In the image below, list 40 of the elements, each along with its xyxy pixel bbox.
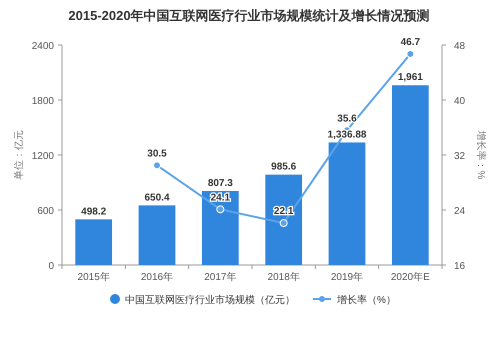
bar bbox=[138, 205, 176, 265]
x-tick-label: 2020年E bbox=[390, 271, 430, 283]
y2-tick-label: 16 bbox=[454, 261, 466, 272]
data-label: 35.6 bbox=[337, 113, 358, 124]
y-tick-label: 600 bbox=[37, 206, 54, 217]
bar bbox=[392, 85, 429, 265]
data-label: 22.1 bbox=[274, 206, 294, 218]
y2-tick-label: 40 bbox=[454, 96, 466, 107]
point bbox=[280, 219, 288, 228]
y-tick-label: 1200 bbox=[32, 151, 54, 162]
x-tick-label: 2015年 bbox=[78, 271, 110, 283]
data-label: 24.1 bbox=[210, 192, 230, 204]
x-tick-label: 2019年 bbox=[330, 271, 364, 283]
point bbox=[153, 161, 161, 170]
data-label: 650.4 bbox=[144, 192, 170, 204]
data-label: 46.7 bbox=[400, 36, 420, 48]
data-label: 30.5 bbox=[147, 148, 168, 160]
data-label: 1,961 bbox=[398, 72, 424, 84]
x-tick-label: 2016年 bbox=[140, 271, 174, 283]
bar bbox=[328, 142, 366, 265]
y2-axis-title: 增长率：% bbox=[475, 130, 487, 180]
y-tick-label: 0 bbox=[48, 261, 54, 272]
data-label: 985.6 bbox=[271, 162, 297, 173]
y2-tick-label: 48 bbox=[454, 41, 466, 52]
legend-label: 中国互联网医疗行业市场规模（亿元） bbox=[125, 294, 295, 306]
bar bbox=[265, 174, 302, 265]
chart-title: 2015-2020年中国互联网医疗行业市场规模统计及增长情况预测 bbox=[68, 8, 430, 23]
legend-label: 增长率（%） bbox=[336, 294, 396, 306]
y2-tick-label: 32 bbox=[454, 151, 466, 162]
x-tick-label: 2017年 bbox=[204, 271, 236, 283]
bar bbox=[202, 190, 239, 265]
y2-tick-label: 24 bbox=[454, 206, 466, 217]
point bbox=[216, 205, 224, 214]
y-tick-label: 2400 bbox=[32, 41, 54, 52]
x-tick-label: 2018年 bbox=[268, 271, 300, 283]
y-axis-title: 单位：亿元 bbox=[13, 130, 25, 180]
data-label: 807.3 bbox=[208, 178, 234, 189]
data-label: 498.2 bbox=[81, 206, 107, 218]
bar bbox=[75, 219, 112, 265]
y-tick-label: 1800 bbox=[32, 96, 54, 107]
